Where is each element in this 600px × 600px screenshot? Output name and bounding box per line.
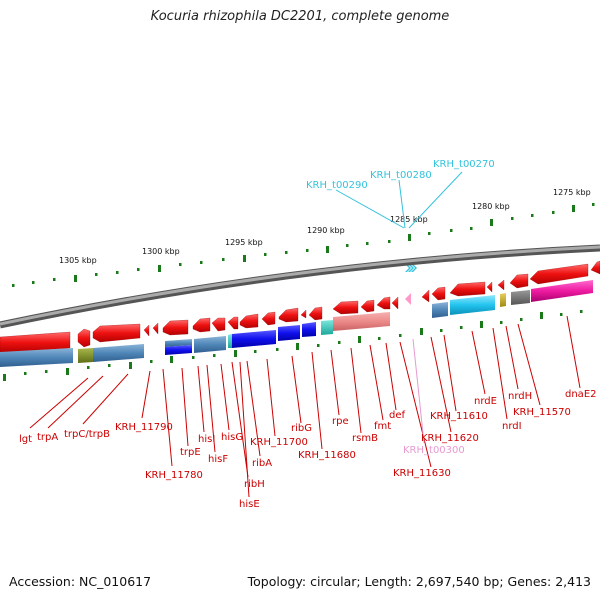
- gene-label: fmt: [374, 421, 391, 432]
- rna-leader: [412, 338, 425, 444]
- gene-label: KRH_11570: [513, 407, 571, 418]
- gene-label: hisI: [198, 434, 215, 445]
- scale-label: 1285 kbp: [390, 215, 428, 224]
- gene-label: lgt: [19, 434, 32, 445]
- gene-label: hisF: [208, 454, 228, 465]
- gene-label: KRH_11680: [298, 450, 356, 461]
- gene-label: KRH_t00300: [403, 445, 465, 456]
- gene-label: trpA: [37, 432, 58, 443]
- trna-label: KRH_t00280: [370, 170, 432, 181]
- gene-label: ribH: [244, 479, 265, 490]
- inner-ticks: [3, 310, 583, 381]
- gene-label: nrdH: [508, 391, 532, 402]
- scale-label: 1290 kbp: [307, 226, 345, 235]
- gene-label: trpE: [180, 447, 201, 458]
- gene-label: ribA: [252, 458, 272, 469]
- gene-label: hisG: [221, 432, 243, 443]
- gene-label: KRH_11700: [250, 437, 308, 448]
- gene-label: rpe: [332, 416, 349, 427]
- trna-features: [405, 264, 417, 272]
- scale-label: 1280 kbp: [472, 202, 510, 211]
- scale-label: 1275 kbp: [553, 188, 591, 197]
- gene-label: nrdE: [474, 396, 497, 407]
- gene-leaders: [29, 315, 581, 498]
- scale-label: 1295 kbp: [225, 238, 263, 247]
- trna-label: KRH_t00290: [306, 180, 368, 191]
- gene-label: hisE: [239, 499, 260, 510]
- gene-label: ribG: [291, 423, 312, 434]
- map-title: Kocuria rhizophila DC2201, complete geno…: [150, 9, 450, 24]
- gene-label: dnaE2: [565, 389, 597, 400]
- gene-label: KRH_11630: [393, 468, 451, 479]
- scale-label: 1305 kbp: [59, 256, 97, 265]
- gene-label: trpC/trpB: [64, 429, 110, 440]
- scale-label: 1300 kbp: [142, 247, 180, 256]
- gene-label: KRH_11620: [421, 433, 479, 444]
- trna-label: KRH_t00270: [433, 159, 495, 170]
- scale-track: [12, 203, 595, 287]
- accession-text: Accession: NC_010617: [9, 574, 152, 589]
- gene-label: nrdI: [502, 421, 522, 432]
- gene-label: KRH_11610: [430, 411, 488, 422]
- gene-label: KRH_11790: [115, 422, 173, 433]
- genome-summary-text: Topology: circular; Length: 2,697,540 bp…: [247, 574, 591, 589]
- cog-track: [0, 280, 593, 367]
- gene-label: rsmB: [352, 433, 378, 444]
- gene-label: KRH_11780: [145, 470, 203, 481]
- gene-label: def: [389, 410, 406, 421]
- forward-strand-genes: [0, 260, 600, 354]
- trna-leaders: [335, 171, 463, 229]
- rna-feature: [405, 293, 411, 305]
